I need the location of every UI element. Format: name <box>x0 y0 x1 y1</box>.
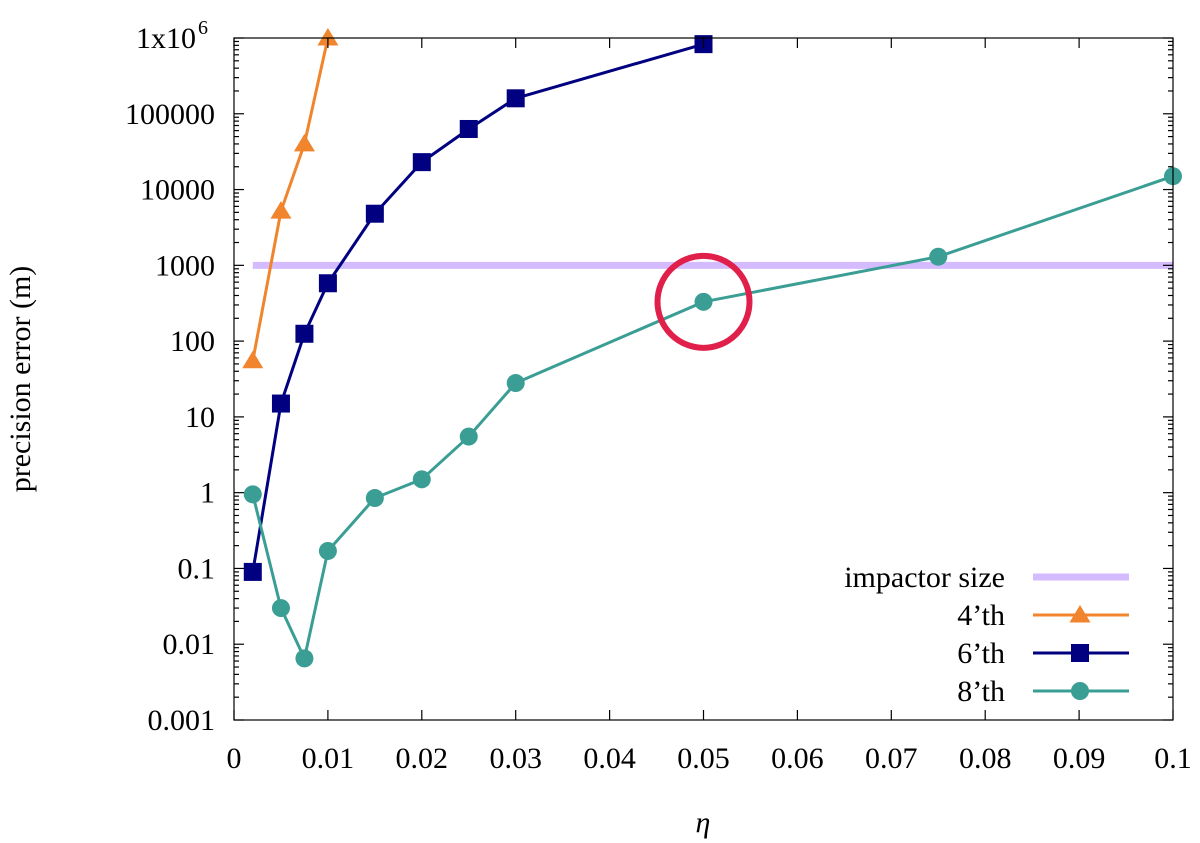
y-tick-exponent: 6 <box>198 17 208 39</box>
legend-label: 4’th <box>957 599 1005 632</box>
data-point <box>365 204 384 223</box>
y-tick-label: 1 <box>200 477 215 510</box>
data-point <box>242 350 264 369</box>
y-tick-label: 1x10 <box>136 22 196 55</box>
series-3 <box>243 167 1182 668</box>
legend-label: impactor size <box>844 561 1005 594</box>
data-point <box>694 292 713 311</box>
data-point <box>506 89 525 108</box>
data-point <box>318 541 337 560</box>
data-point <box>243 562 262 581</box>
legend-marker <box>1069 605 1091 623</box>
data-point <box>271 599 290 618</box>
y-tick-label: 10 <box>185 401 215 434</box>
data-point <box>270 201 292 219</box>
plot-frame <box>233 37 1174 721</box>
plot-area <box>242 28 1182 668</box>
x-tick-label: 0.02 <box>396 742 449 775</box>
legend: impactor size 4’th 6’th 8’th <box>844 561 1129 708</box>
x-axis-title: η <box>696 806 711 839</box>
data-point <box>506 374 525 393</box>
data-point <box>295 649 314 668</box>
data-point <box>317 28 339 46</box>
series-2 <box>243 35 713 581</box>
y-tick-label: 1000 <box>155 249 215 282</box>
data-point <box>293 133 315 152</box>
series-1 <box>242 28 339 369</box>
data-point <box>412 153 431 172</box>
y-tick-label: 0.01 <box>163 628 216 661</box>
data-point <box>243 485 262 504</box>
data-point <box>318 274 337 293</box>
y-axis-title: precision error (m) <box>4 266 37 493</box>
x-tick-label: 0.09 <box>1053 742 1106 775</box>
data-point <box>459 119 478 138</box>
x-tick-label: 0.06 <box>771 742 824 775</box>
axes: 0 0.01 0.02 0.03 0.04 0.05 0.06 0.07 0.08 0.09 0.1… <box>125 17 1192 775</box>
x-tick-label: 0.03 <box>489 742 542 775</box>
legend-marker <box>1071 644 1089 662</box>
series-line <box>251 174 1174 660</box>
y-tick-label: 0.1 <box>178 552 216 585</box>
series-line <box>251 37 330 362</box>
data-point <box>929 247 948 266</box>
x-tick-label: 0.07 <box>865 742 918 775</box>
legend-label: 8’th <box>957 675 1005 708</box>
y-tick-label: 100 <box>170 325 215 358</box>
x-tick-label: 0.08 <box>959 742 1012 775</box>
data-point <box>459 427 478 446</box>
x-tick-label: 0 <box>227 742 242 775</box>
y-tick-label: 10000 <box>140 174 215 207</box>
legend-marker <box>1071 682 1089 700</box>
data-point <box>271 394 290 413</box>
x-tick-label: 0.1 <box>1154 742 1192 775</box>
series-line <box>251 42 704 573</box>
data-point <box>412 470 431 489</box>
x-tick-label: 0.05 <box>677 742 730 775</box>
y-tick-label: 0.001 <box>148 704 216 737</box>
x-tick-label: 0.01 <box>302 742 355 775</box>
y-tick-label: 100000 <box>125 98 215 131</box>
data-point <box>295 324 314 343</box>
highlight-circle <box>654 252 753 351</box>
data-point <box>365 489 384 508</box>
x-tick-label: 0.04 <box>583 742 636 775</box>
legend-label: 6’th <box>957 637 1005 670</box>
